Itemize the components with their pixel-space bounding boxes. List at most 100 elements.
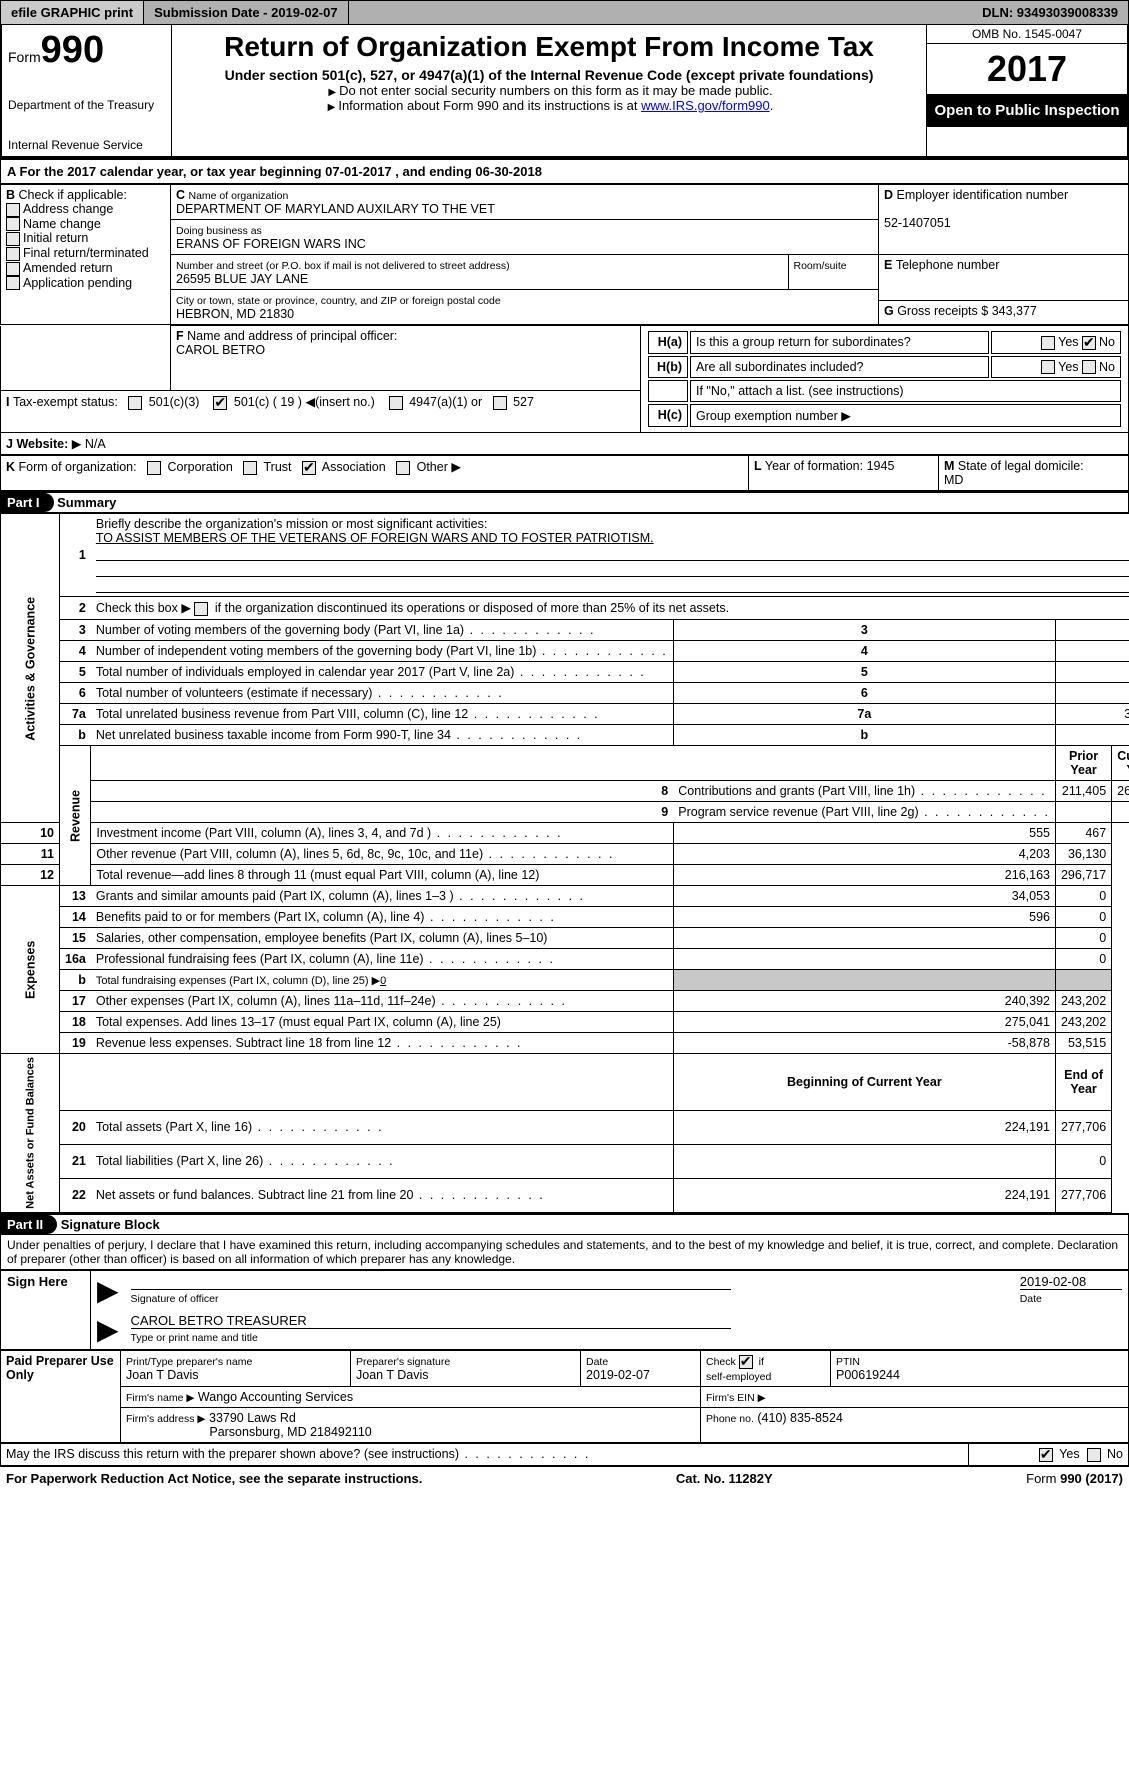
website: N/A: [85, 437, 106, 451]
val-11p: 4,203: [673, 844, 1055, 865]
ptin: P00619244: [836, 1368, 900, 1382]
prep-name: Joan T Davis: [126, 1368, 199, 1382]
vlabel-exp: Expenses: [1, 886, 60, 1054]
chk-4947[interactable]: [389, 396, 403, 410]
val-20c: 277,706: [1055, 1110, 1111, 1144]
date-label: Date: [1020, 1293, 1042, 1305]
val-4: 24: [1055, 641, 1129, 662]
prep-sig: Joan T Davis: [356, 1368, 429, 1382]
city-label: City or town, state or province, country…: [176, 295, 501, 307]
chk-501c3[interactable]: [128, 396, 142, 410]
top-bar: efile GRAPHIC print Submission Date - 20…: [0, 0, 1129, 25]
val-12c: 296,717: [1055, 865, 1111, 886]
dba-label: Doing business as: [176, 225, 262, 237]
firm-name: Wango Accounting Services: [198, 1390, 353, 1404]
chk-501c[interactable]: [213, 396, 227, 410]
dba: ERANS OF FOREIGN WARS INC: [176, 237, 366, 251]
paid-preparer-label: Paid Preparer Use Only: [1, 1350, 121, 1442]
e-label: Telephone number: [896, 258, 1000, 272]
officer-name-title: CAROL BETRO TREASURER: [131, 1313, 307, 1328]
val-16ac: 0: [1055, 949, 1111, 970]
val-13p: 34,053: [673, 886, 1055, 907]
efile-print-button[interactable]: efile GRAPHIC print: [1, 1, 144, 24]
city: HEBRON, MD 21830: [176, 307, 294, 321]
chk-initial-return[interactable]: [6, 232, 20, 246]
chk-application-pending[interactable]: [6, 276, 20, 290]
chk-discuss-yes[interactable]: [1039, 1448, 1053, 1462]
val-10p: 555: [673, 823, 1055, 844]
col-prior: Prior Year: [1055, 746, 1111, 781]
val-16bp: [673, 970, 1055, 991]
chk-discontinued[interactable]: [194, 602, 208, 616]
vlabel-rev: Revenue: [60, 746, 91, 886]
irs: Internal Revenue Service: [8, 138, 165, 152]
form-subtitle: Under section 501(c), 527, or 4947(a)(1)…: [178, 67, 920, 83]
val-15p: [673, 928, 1055, 949]
c-name-label: Name of organization: [189, 190, 289, 202]
val-10c: 467: [1055, 823, 1111, 844]
val-19p: -58,878: [673, 1033, 1055, 1054]
part1-bar: Part I: [1, 493, 54, 512]
val-19c: 53,515: [1055, 1033, 1111, 1054]
omb-number: OMB No. 1545-0047: [927, 25, 1127, 44]
val-18c: 243,202: [1055, 1012, 1111, 1033]
chk-final-return[interactable]: [6, 247, 20, 261]
chk-name-change[interactable]: [6, 217, 20, 231]
val-17p: 240,392: [673, 991, 1055, 1012]
m-label: State of legal domicile:: [958, 459, 1084, 473]
chk-assoc[interactable]: [302, 461, 316, 475]
chk-discuss-no[interactable]: [1087, 1448, 1101, 1462]
pra-notice: For Paperwork Reduction Act Notice, see …: [6, 1471, 422, 1486]
perjury: Under penalties of perjury, I declare th…: [0, 1235, 1129, 1270]
cat-no: Cat. No. 11282Y: [676, 1471, 773, 1486]
val-7a: 36,597: [1055, 704, 1129, 725]
val-21c: 0: [1055, 1144, 1111, 1178]
chk-ha-yes[interactable]: [1041, 336, 1055, 350]
val-20p: 224,191: [673, 1110, 1055, 1144]
f-label: Name and address of principal officer:: [187, 329, 397, 343]
form-word: Form: [8, 49, 41, 65]
chk-hb-no[interactable]: [1082, 360, 1096, 374]
chk-hb-yes[interactable]: [1041, 360, 1055, 374]
prep-date: 2019-02-07: [586, 1368, 650, 1382]
chk-527[interactable]: [493, 396, 507, 410]
section-a: A For the 2017 calendar year, or tax yea…: [0, 158, 1129, 184]
val-22c: 277,706: [1055, 1178, 1111, 1212]
paid-preparer: Paid Preparer Use Only Print/Type prepar…: [0, 1350, 1129, 1443]
street: 26595 BLUE JAY LANE: [176, 272, 308, 286]
year-formation: 1945: [867, 459, 895, 473]
street-label: Number and street (or P.O. box if mail i…: [176, 260, 510, 272]
val-12p: 216,163: [673, 865, 1055, 886]
chk-ha-no[interactable]: [1082, 336, 1096, 350]
form990-link[interactable]: www.IRS.gov/form990: [641, 98, 770, 113]
val-14c: 0: [1055, 907, 1111, 928]
open-to-public: Open to Public Inspection: [927, 94, 1127, 127]
k-label: Form of organization:: [19, 460, 137, 474]
gross-receipts: 343,377: [992, 304, 1037, 318]
footer: For Paperwork Reduction Act Notice, see …: [0, 1466, 1129, 1490]
chk-address-change[interactable]: [6, 203, 20, 217]
val-5: 0: [1055, 662, 1129, 683]
note-info-a: Information about Form 990 and its instr…: [338, 98, 641, 113]
vlabel-na: Net Assets or Fund Balances: [1, 1054, 60, 1213]
chk-self-employed[interactable]: [739, 1355, 753, 1369]
chk-amended[interactable]: [6, 262, 20, 276]
submission-date: Submission Date - 2019-02-07: [144, 1, 349, 24]
part2-title: Signature Block: [61, 1217, 160, 1232]
val-8p: 211,405: [1055, 781, 1111, 802]
hc-label: Group exemption number: [696, 409, 838, 423]
val-15c: 0: [1055, 928, 1111, 949]
l2-label: Check this box ▶ if the organization dis…: [96, 601, 729, 615]
chk-corp[interactable]: [147, 461, 161, 475]
sig-date: 2019-02-08: [1020, 1274, 1122, 1290]
chk-trust[interactable]: [243, 461, 257, 475]
val-21p: [673, 1144, 1055, 1178]
part2-bar: Part II: [1, 1215, 57, 1234]
signature-block: Sign Here ▶ Signature of officer 2019-02…: [0, 1270, 1129, 1350]
form-number: 990: [41, 29, 104, 71]
form-title: Return of Organization Exempt From Incom…: [178, 31, 920, 63]
chk-other[interactable]: [396, 461, 410, 475]
principal-officer: CAROL BETRO: [176, 343, 265, 357]
i-label: Tax-exempt status:: [13, 395, 118, 409]
val-6: 50: [1055, 683, 1129, 704]
